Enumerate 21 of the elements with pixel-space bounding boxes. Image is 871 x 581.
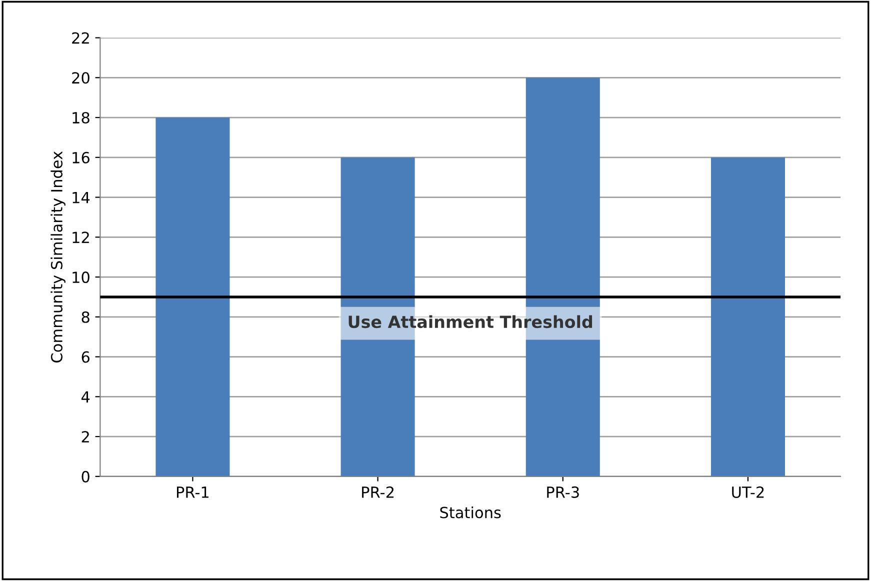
- y-tick-label: 2: [82, 431, 89, 442]
- y-tick-label: 16: [72, 152, 90, 164]
- y-tick-label: 8: [82, 311, 90, 323]
- y-tick-label: 18: [72, 112, 90, 124]
- bar: [156, 118, 230, 476]
- y-tick-label: 20: [72, 72, 90, 84]
- y-tick-label: 12: [72, 232, 89, 243]
- x-tick-label: PR-3: [547, 486, 579, 498]
- y-tick-label: 6: [82, 351, 90, 363]
- y-tick-label: 14: [72, 192, 90, 204]
- y-axis-title: Community Similarity Index: [50, 151, 66, 362]
- ref-line-label: Use Attainment Threshold: [348, 315, 592, 328]
- x-tick-label: PR-2: [362, 486, 394, 498]
- y-tick-label: 10: [72, 271, 90, 284]
- x-tick-label: UT-2: [732, 486, 764, 498]
- bar: [710, 157, 785, 476]
- y-tick-label: 0: [82, 470, 90, 482]
- x-axis-title: Stations: [440, 506, 501, 518]
- y-tick-label: 22: [72, 32, 89, 44]
- y-tick-label: 4: [81, 391, 90, 402]
- x-tick-label: PR-1: [176, 486, 209, 498]
